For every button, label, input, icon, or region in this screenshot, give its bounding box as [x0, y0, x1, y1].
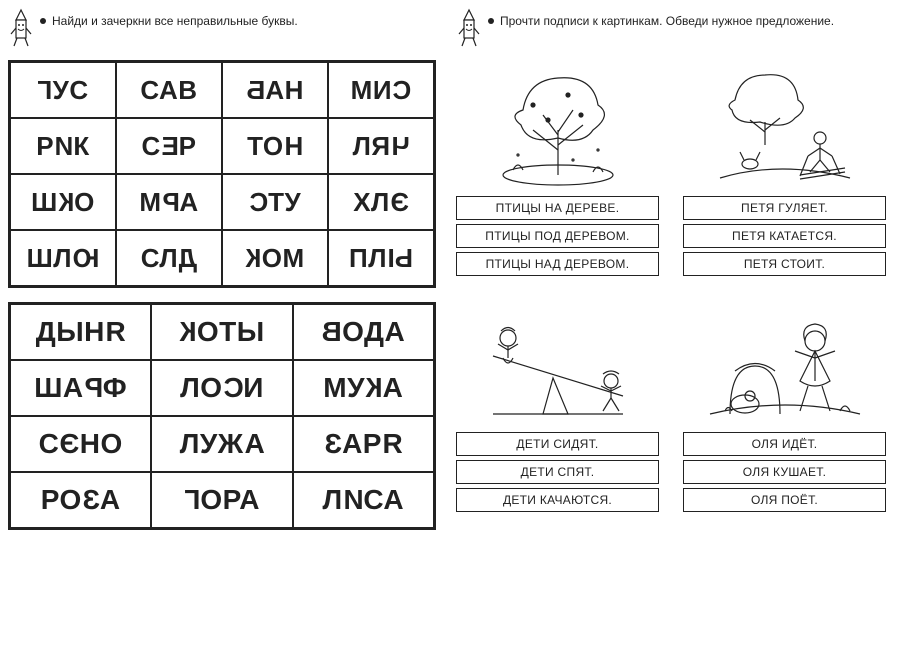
letter-cell: МРА — [116, 174, 222, 230]
picture-card: ПЕТЯ ГУЛЯЕТ. ПЕТЯ КАТАЕТСЯ. ПЕТЯ СТОИТ. — [683, 60, 886, 280]
caption-option[interactable]: ПТИЦЫ НА ДЕРЕВЕ. — [456, 196, 659, 220]
caption-option[interactable]: ОЛЯ ПОЁТ. — [683, 488, 886, 512]
girl-illustration-icon — [700, 296, 870, 426]
caption-option[interactable]: ОЛЯ ИДЁТ. — [683, 432, 886, 456]
letter-cell: БАН — [222, 62, 328, 118]
caption-option[interactable]: ОЛЯ КУШАЕТ. — [683, 460, 886, 484]
letter-grid-3col: ДЫНЯКОТЫВОДА ШАРФЛОСИМУКА СЭНОЛУЖАЗАРЯ РОЗА… — [8, 302, 436, 530]
tree-illustration-icon — [473, 60, 643, 190]
picture-card: ПТИЦЫ НА ДЕРЕВЕ. ПТИЦЫ ПОД ДЕРЕВОМ. ПТИЦЫ … — [456, 60, 659, 280]
letter-cell: МИС — [328, 62, 434, 118]
caption-list: ДЕТИ СИДЯТ. ДЕТИ СПЯТ. ДЕТИ КАЧАЮТСЯ. — [456, 432, 659, 516]
caption-option[interactable]: ДЕТИ СПЯТ. — [456, 460, 659, 484]
letter-cell: ВОДА — [293, 304, 434, 360]
letter-cell: САВ — [116, 62, 222, 118]
left-instruction: Найди и зачеркни все неправильные буквы. — [52, 14, 298, 28]
caption-list: ПТИЦЫ НА ДЕРЕВЕ. ПТИЦЫ ПОД ДЕРЕВОМ. ПТИЦЫ … — [456, 196, 659, 280]
left-exercise: Найди и зачеркни все неправильные буквы.… — [8, 8, 436, 652]
seesaw-illustration-icon — [473, 296, 643, 426]
letter-cell: ШАРФ — [10, 360, 151, 416]
letter-cell: ГУС — [10, 62, 116, 118]
letter-cell: КОТЫ — [151, 304, 292, 360]
caption-list: ОЛЯ ИДЁТ. ОЛЯ КУШАЕТ. ОЛЯ ПОЁТ. — [683, 432, 886, 516]
letter-cell: ЛЯЧ — [328, 118, 434, 174]
caption-option[interactable]: ПТИЦЫ НАД ДЕРЕВОМ. — [456, 252, 659, 276]
caption-option[interactable]: ПЕТЯ ГУЛЯЕТ. — [683, 196, 886, 220]
pencil-mascot-icon — [456, 8, 482, 48]
letter-cell: ШКО — [10, 174, 116, 230]
letter-cell: ДЫНЯ — [10, 304, 151, 360]
letter-cell: ГОРА — [151, 472, 292, 528]
picture-card: ДЕТИ СИДЯТ. ДЕТИ СПЯТ. ДЕТИ КАЧАЮТСЯ. — [456, 296, 659, 516]
caption-option[interactable]: ДЕТИ КАЧАЮТСЯ. — [456, 488, 659, 512]
letter-cell: ЛУЖА — [151, 416, 292, 472]
pencil-mascot-icon — [8, 8, 34, 48]
letter-cell: ЛИСА — [293, 472, 434, 528]
picture-card: ОЛЯ ИДЁТ. ОЛЯ КУШАЕТ. ОЛЯ ПОЁТ. — [683, 296, 886, 516]
caption-list: ПЕТЯ ГУЛЯЕТ. ПЕТЯ КАТАЕТСЯ. ПЕТЯ СТОИТ. — [683, 196, 886, 280]
right-instruction: Прочти подписи к картинкам. Обведи нужно… — [500, 14, 834, 28]
letter-cell: ТОН — [222, 118, 328, 174]
letter-cell: ПЛЫ — [328, 230, 434, 286]
letter-cell: ЛОСИ — [151, 360, 292, 416]
letter-cell: МУКА — [293, 360, 434, 416]
letter-cell: СЛД — [116, 230, 222, 286]
picture-grid: ПТИЦЫ НА ДЕРЕВЕ. ПТИЦЫ ПОД ДЕРЕВОМ. ПТИЦЫ … — [456, 60, 886, 516]
letter-cell: СЭНО — [10, 416, 151, 472]
caption-option[interactable]: ДЕТИ СИДЯТ. — [456, 432, 659, 456]
left-header: Найди и зачеркни все неправильные буквы. — [8, 8, 436, 48]
letter-cell: РОЗА — [10, 472, 151, 528]
letter-cell: СЕР — [116, 118, 222, 174]
letter-cell: ЗАРЯ — [293, 416, 434, 472]
letter-grid-4col: ГУССАВБАНМИС РИКСЕРТОНЛЯЧ ШКОМРАСТУХЛЭ ШЛЮС… — [8, 60, 436, 288]
letter-cell: ШЛЮ — [10, 230, 116, 286]
right-header: Прочти подписи к картинкам. Обведи нужно… — [456, 8, 886, 48]
letter-cell: КОМ — [222, 230, 328, 286]
letter-cell: ХЛЭ — [328, 174, 434, 230]
skier-illustration-icon — [700, 60, 870, 190]
letter-cell: СТУ — [222, 174, 328, 230]
bullet-icon — [488, 18, 494, 24]
caption-option[interactable]: ПЕТЯ КАТАЕТСЯ. — [683, 224, 886, 248]
caption-option[interactable]: ПЕТЯ СТОИТ. — [683, 252, 886, 276]
right-exercise: Прочти подписи к картинкам. Обведи нужно… — [456, 8, 886, 652]
caption-option[interactable]: ПТИЦЫ ПОД ДЕРЕВОМ. — [456, 224, 659, 248]
bullet-icon — [40, 18, 46, 24]
letter-cell: РИК — [10, 118, 116, 174]
